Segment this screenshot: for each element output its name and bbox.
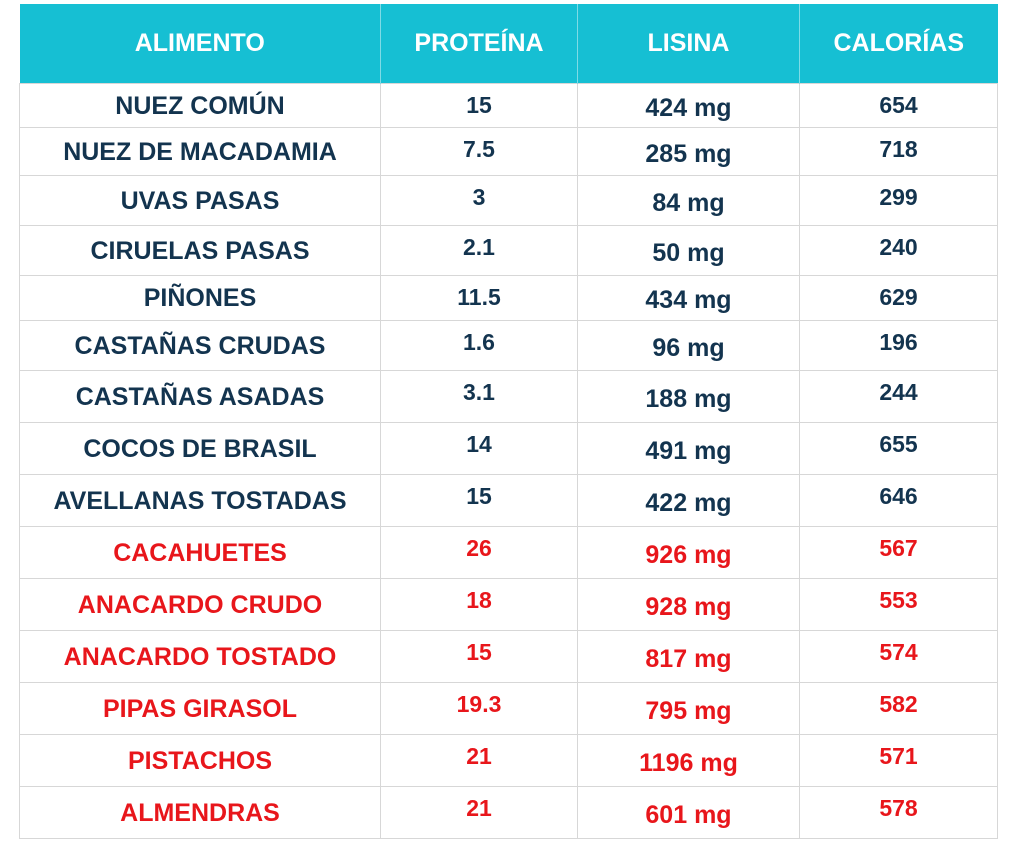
header-calories: CALORÍAS (799, 4, 998, 83)
calories-cell: 654 (799, 82, 998, 128)
food-cell: ANACARDO CRUDO (19, 577, 381, 631)
header-protein: PROTEÍNA (380, 4, 578, 83)
calories-cell: 567 (799, 525, 998, 579)
table-row: CACAHUETES 26 926 mg 567 (19, 525, 998, 579)
calories-cell: 655 (799, 421, 998, 475)
header-row: ALIMENTO PROTEÍNA LISINA CALORÍAS (19, 4, 998, 83)
lysine-cell: 188 mg (577, 369, 800, 423)
lysine-cell: 96 mg (577, 319, 800, 371)
protein-cell: 1.6 (380, 319, 578, 371)
protein-cell: 3.1 (380, 369, 578, 423)
lysine-cell: 491 mg (577, 421, 800, 475)
header-lysine: LISINA (577, 4, 800, 83)
table-row: CIRUELAS PASAS 2.1 50 mg 240 (19, 224, 998, 276)
food-cell: CACAHUETES (19, 525, 381, 579)
lysine-cell: 601 mg (577, 785, 800, 839)
lysine-cell: 84 mg (577, 174, 800, 226)
calories-cell: 718 (799, 126, 998, 176)
protein-cell: 11.5 (380, 274, 578, 321)
table-row: COCOS DE BRASIL 14 491 mg 655 (19, 421, 998, 475)
protein-cell: 15 (380, 629, 578, 683)
protein-cell: 15 (380, 82, 578, 128)
table-row: NUEZ DE MACADAMIA 7.5 285 mg 718 (19, 126, 998, 176)
table-row: PIÑONES 11.5 434 mg 629 (19, 274, 998, 321)
table-row: NUEZ COMÚN 15 424 mg 654 (19, 82, 998, 128)
lysine-cell: 50 mg (577, 224, 800, 276)
food-cell: COCOS DE BRASIL (19, 421, 381, 475)
table-row: PISTACHOS 21 1196 mg 571 (19, 733, 998, 787)
header-food: ALIMENTO (19, 4, 381, 83)
calories-cell: 578 (799, 785, 998, 839)
table-row: UVAS PASAS 3 84 mg 299 (19, 174, 998, 226)
calories-cell: 629 (799, 274, 998, 321)
lysine-cell: 928 mg (577, 577, 800, 631)
lysine-cell: 285 mg (577, 126, 800, 176)
calories-cell: 574 (799, 629, 998, 683)
protein-cell: 18 (380, 577, 578, 631)
table-body: NUEZ COMÚN 15 424 mg 654 NUEZ DE MACADAMIA 7.… (19, 82, 998, 839)
food-cell: UVAS PASAS (19, 174, 381, 226)
table-header: ALIMENTO PROTEÍNA LISINA CALORÍAS (19, 4, 998, 83)
lysine-cell: 1196 mg (577, 733, 800, 787)
protein-cell: 15 (380, 473, 578, 527)
calories-cell: 571 (799, 733, 998, 787)
lysine-cell: 422 mg (577, 473, 800, 527)
protein-cell: 19.3 (380, 681, 578, 735)
food-cell: AVELLANAS TOSTADAS (19, 473, 381, 527)
lysine-cell: 424 mg (577, 82, 800, 128)
table-row: ANACARDO CRUDO 18 928 mg 553 (19, 577, 998, 631)
food-cell: NUEZ DE MACADAMIA (19, 126, 381, 176)
calories-cell: 553 (799, 577, 998, 631)
protein-cell: 3 (380, 174, 578, 226)
table-row: AVELLANAS TOSTADAS 15 422 mg 646 (19, 473, 998, 527)
table-row: ALMENDRAS 21 601 mg 578 (19, 785, 998, 839)
lysine-cell: 817 mg (577, 629, 800, 683)
food-cell: PIPAS GIRASOL (19, 681, 381, 735)
food-cell: CASTAÑAS CRUDAS (19, 319, 381, 371)
lysine-cell: 795 mg (577, 681, 800, 735)
food-cell: PIÑONES (19, 274, 381, 321)
calories-cell: 299 (799, 174, 998, 226)
table-row: PIPAS GIRASOL 19.3 795 mg 582 (19, 681, 998, 735)
protein-cell: 21 (380, 785, 578, 839)
calories-cell: 244 (799, 369, 998, 423)
calories-cell: 646 (799, 473, 998, 527)
table-row: CASTAÑAS CRUDAS 1.6 96 mg 196 (19, 319, 998, 371)
protein-cell: 26 (380, 525, 578, 579)
protein-cell: 21 (380, 733, 578, 787)
protein-cell: 2.1 (380, 224, 578, 276)
calories-cell: 196 (799, 319, 998, 371)
protein-cell: 7.5 (380, 126, 578, 176)
calories-cell: 582 (799, 681, 998, 735)
food-cell: NUEZ COMÚN (19, 82, 381, 128)
table-row: ANACARDO TOSTADO 15 817 mg 574 (19, 629, 998, 683)
food-cell: CIRUELAS PASAS (19, 224, 381, 276)
food-cell: ANACARDO TOSTADO (19, 629, 381, 683)
food-cell: CASTAÑAS ASADAS (19, 369, 381, 423)
food-cell: ALMENDRAS (19, 785, 381, 839)
table-row: CASTAÑAS ASADAS 3.1 188 mg 244 (19, 369, 998, 423)
lysine-cell: 926 mg (577, 525, 800, 579)
food-cell: PISTACHOS (19, 733, 381, 787)
nutrition-table: ALIMENTO PROTEÍNA LISINA CALORÍAS NUEZ C… (19, 4, 998, 839)
calories-cell: 240 (799, 224, 998, 276)
lysine-cell: 434 mg (577, 274, 800, 321)
protein-cell: 14 (380, 421, 578, 475)
